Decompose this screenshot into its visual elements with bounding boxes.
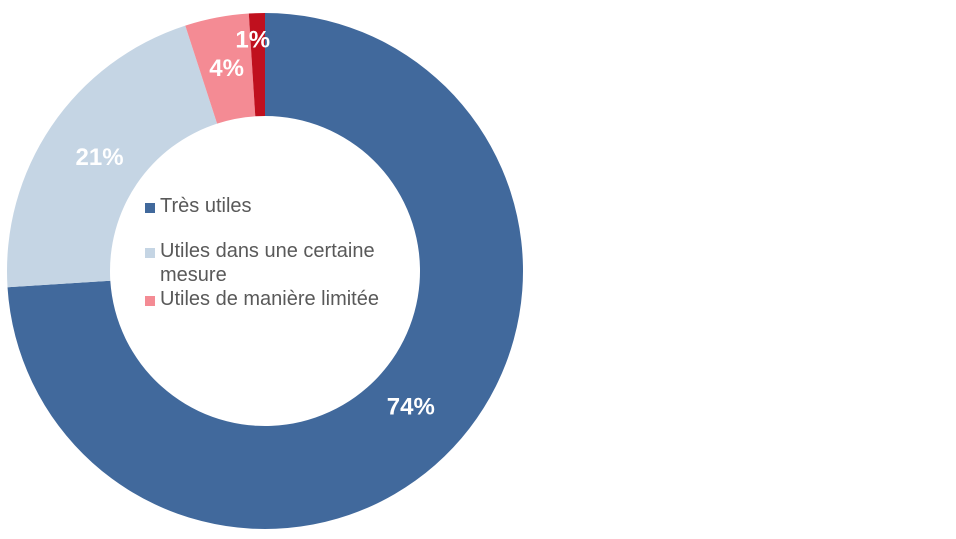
value-label: 21% [76, 144, 124, 171]
legend-label: Utiles de manière limitée [160, 288, 379, 310]
legend-swatch [145, 248, 155, 258]
value-label: 4% [209, 55, 244, 82]
legend-label: Utiles dans une certaine mesure [160, 240, 375, 286]
legend-item: Très utiles [145, 194, 420, 218]
value-label: 1% [235, 26, 270, 53]
legend-label: Très utiles [160, 195, 252, 217]
legend-item: Utiles de manière limitée [145, 287, 420, 311]
legend: Très utiles Utiles dans une certaine mesu… [145, 194, 420, 332]
donut-segment [7, 13, 524, 529]
donut-segment [248, 13, 265, 117]
donut-segment [6, 25, 218, 288]
legend-swatch [145, 203, 155, 213]
donut-segment [185, 13, 256, 124]
legend-swatch [145, 296, 155, 306]
legend-item: Utiles dans une certaine mesure [145, 239, 420, 287]
value-label: 74% [387, 393, 435, 420]
